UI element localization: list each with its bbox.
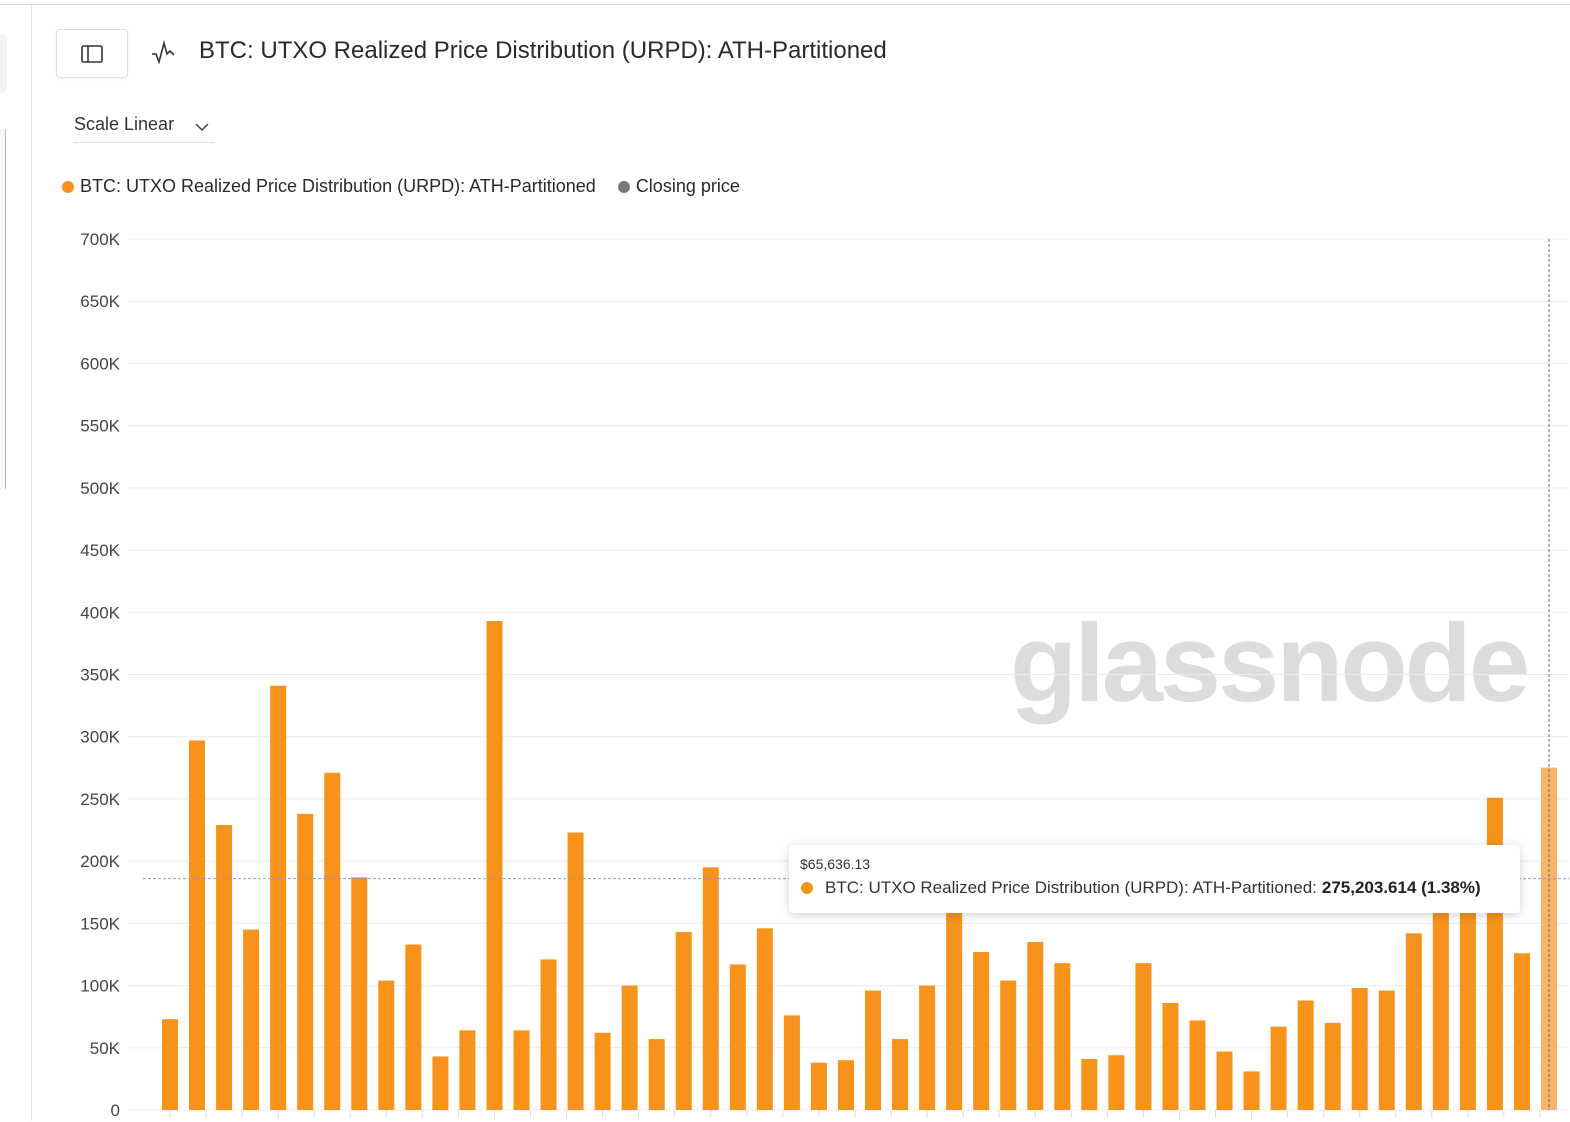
bar	[1459, 892, 1476, 1110]
bar	[837, 1060, 854, 1110]
y-tick-label: 150K	[80, 914, 120, 933]
scale-dropdown[interactable]: Scale Linear	[74, 114, 214, 143]
page-title: BTC: UTXO Realized Price Distribution (U…	[199, 37, 887, 64]
bar	[865, 990, 882, 1110]
bar	[1243, 1071, 1260, 1110]
y-tick-label: 600K	[80, 354, 120, 373]
bar	[729, 964, 746, 1110]
bar	[459, 1030, 476, 1110]
bar	[270, 685, 287, 1110]
tooltip-price: $65,636.13	[800, 856, 871, 872]
bar	[1513, 953, 1530, 1110]
legend-label: BTC: UTXO Realized Price Distribution (U…	[80, 176, 596, 196]
bar	[1541, 767, 1557, 1110]
bar	[216, 825, 233, 1110]
bar	[1027, 942, 1044, 1110]
bar	[702, 867, 719, 1110]
chart-tooltip: $65,636.13 BTC: UTXO Realized Price Dist…	[789, 845, 1520, 913]
bar	[324, 772, 341, 1110]
sidebar-scrollbar[interactable]	[0, 129, 6, 489]
legend-item-urpd[interactable]: BTC: UTXO Realized Price Distribution (U…	[62, 176, 596, 197]
y-tick-label: 500K	[80, 479, 120, 498]
y-tick-label: 300K	[80, 728, 120, 747]
chevron-down-icon	[195, 123, 209, 132]
bar	[648, 1039, 665, 1110]
bar	[756, 928, 773, 1110]
y-tick-label: 350K	[80, 666, 120, 685]
bar	[189, 740, 206, 1110]
chart-legend: BTC: UTXO Realized Price Distribution (U…	[62, 176, 740, 197]
bar	[540, 959, 557, 1110]
watermark-logo: glassnode	[1010, 602, 1530, 725]
bar	[1324, 1022, 1341, 1110]
bar	[243, 929, 260, 1110]
bar	[1216, 1051, 1233, 1110]
bar	[567, 832, 584, 1110]
y-tick-label: 250K	[80, 790, 120, 809]
y-tick-label: 450K	[80, 541, 120, 560]
bar	[1162, 1002, 1179, 1110]
bar	[351, 877, 368, 1110]
bar	[1000, 980, 1017, 1110]
bar	[1270, 1026, 1287, 1110]
scale-label: Scale Linear	[74, 114, 175, 134]
bar	[892, 1039, 909, 1110]
bar	[1432, 898, 1449, 1110]
bar	[621, 985, 638, 1110]
bar	[1108, 1055, 1125, 1110]
y-tick-label: 200K	[80, 852, 120, 871]
bar	[1054, 963, 1071, 1110]
left-sidebar-collapsed	[0, 5, 32, 1121]
bar	[594, 1032, 611, 1110]
bar	[675, 932, 692, 1110]
legend-dot	[617, 180, 630, 193]
bar	[1351, 988, 1368, 1110]
bar	[973, 951, 990, 1110]
bar	[486, 620, 503, 1110]
bar	[297, 813, 314, 1110]
bar	[1378, 990, 1395, 1110]
legend-label: Closing price	[635, 176, 740, 196]
y-tick-label: 550K	[80, 417, 120, 436]
bar	[783, 1015, 800, 1110]
bar	[919, 985, 936, 1110]
bar	[432, 1056, 449, 1110]
tooltip-dot	[801, 882, 813, 894]
tooltip-value: 275,203.614 (1.38%)	[1321, 878, 1481, 897]
legend-dot	[62, 180, 74, 193]
bar	[1135, 963, 1152, 1110]
sidebar-toggle-button[interactable]	[56, 29, 128, 78]
y-tick-label: 650K	[80, 292, 120, 311]
bar	[378, 980, 395, 1110]
bar	[810, 1062, 827, 1110]
bar	[1297, 1000, 1314, 1110]
y-tick-label: 50K	[90, 1039, 121, 1058]
bar	[1189, 1020, 1206, 1110]
bar	[513, 1030, 530, 1110]
bar	[162, 1019, 178, 1110]
bar	[946, 904, 963, 1110]
legend-item-closing-price[interactable]: Closing price	[617, 176, 740, 197]
top-border	[0, 4, 1570, 5]
bar	[405, 944, 422, 1110]
y-tick-label: 100K	[80, 977, 120, 996]
y-tick-label: 400K	[80, 603, 120, 622]
y-tick-label: 0	[111, 1101, 120, 1120]
pulse-icon	[152, 40, 175, 64]
y-tick-label: 700K	[80, 230, 120, 249]
bar	[1081, 1058, 1098, 1110]
tooltip-series: BTC: UTXO Realized Price Distribution (U…	[825, 878, 1317, 897]
bar	[1405, 933, 1422, 1110]
sidebar-panel-icon	[81, 44, 103, 63]
